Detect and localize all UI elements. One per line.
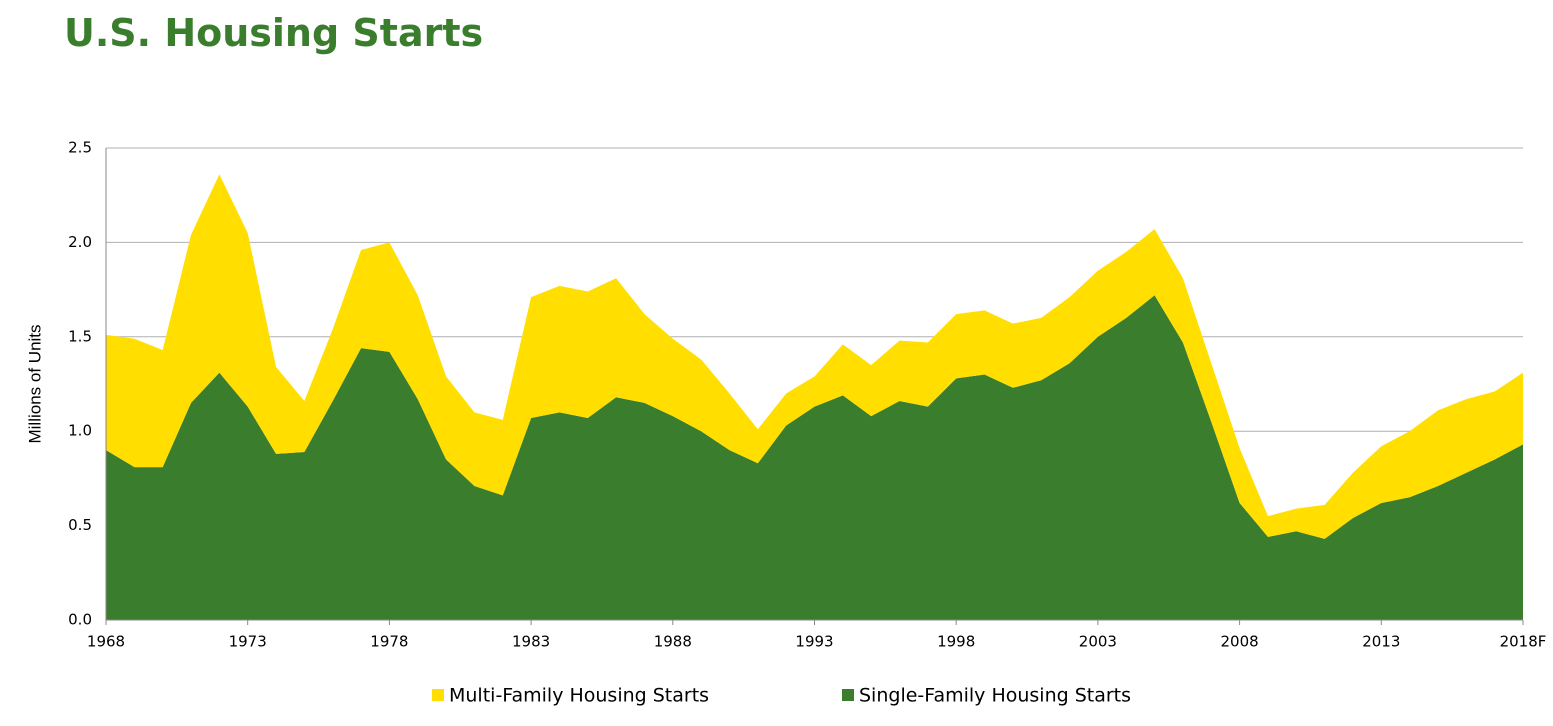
y-axis-label: Millions of Units [25,324,44,443]
y-tick-label: 0.5 [68,516,92,534]
area [106,295,1523,620]
y-tick-label: 1.5 [68,327,92,345]
chart-title: U.S. Housing Starts [64,11,483,55]
x-tick-label: 1973 [229,633,267,651]
area [106,174,1523,539]
y-tick-label: 0.0 [68,611,92,629]
y-tick-label: 2.5 [68,139,92,157]
y-tick-label: 1.0 [68,422,92,440]
x-tick-label: 1968 [87,633,125,651]
x-tick-label: 2008 [1221,633,1259,651]
legend-label: Multi-Family Housing Starts [449,685,709,707]
x-tick-label: 1998 [937,633,975,651]
legend-swatch [842,689,854,701]
y-tick-label: 2.0 [68,233,92,251]
x-tick-label: 2018F [1500,633,1547,651]
x-tick-label: 1988 [654,633,692,651]
x-tick-label: 2013 [1362,633,1400,651]
legend-label: Single-Family Housing Starts [859,685,1131,707]
x-tick-label: 2003 [1079,633,1117,651]
x-tick-label: 1978 [370,633,408,651]
x-tick-label: 1993 [795,633,833,651]
x-tick-label: 1983 [512,633,550,651]
legend-swatch [432,689,444,701]
